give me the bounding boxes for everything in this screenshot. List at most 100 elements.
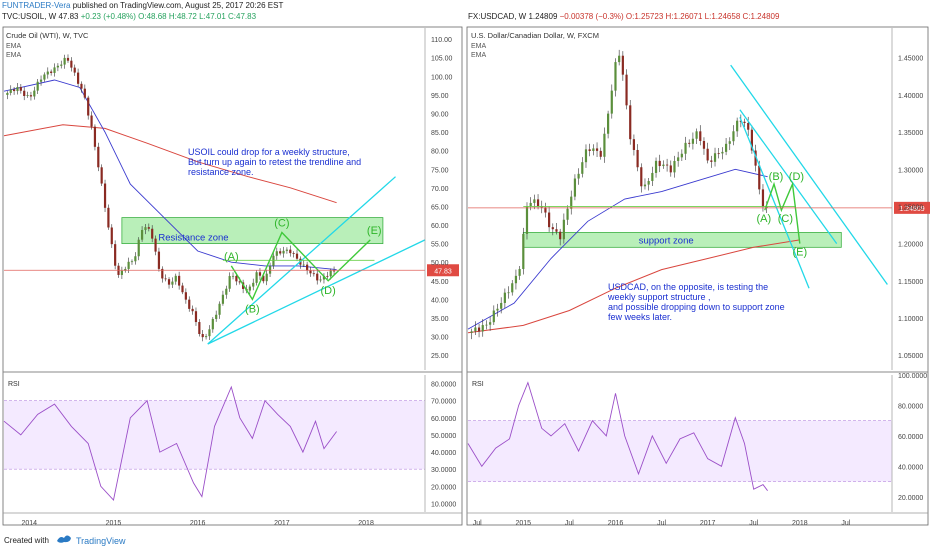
right-candle-body xyxy=(688,142,691,144)
left-candle-body xyxy=(322,275,326,280)
left-price-tick-label: 40.00 xyxy=(431,297,449,304)
left-candle-body xyxy=(83,88,86,98)
right-candle-body xyxy=(525,206,529,234)
left-rsi-tick-label: 70.0000 xyxy=(431,399,456,406)
tradingview-logo-icon[interactable] xyxy=(56,533,72,545)
right-close: C:1.24809 xyxy=(742,12,780,21)
resistance-zone-label: Resistance zone xyxy=(158,233,228,244)
left-rsi-band xyxy=(4,400,425,470)
left-candle-body xyxy=(208,329,211,337)
right-candle-body xyxy=(551,227,554,230)
right-price-tick-label: 1.35000 xyxy=(898,130,923,137)
left-candle-body xyxy=(46,71,49,75)
right-open: O:1.25723 xyxy=(625,12,664,21)
left-candle-body xyxy=(134,256,137,262)
publish-line: FUNTRADER-Vera published on TradingView.… xyxy=(2,1,283,10)
right-candle-body xyxy=(758,165,761,190)
left-candle-body xyxy=(285,249,289,251)
right-last-price-badge xyxy=(894,201,930,214)
right-candle-body xyxy=(577,173,580,179)
left-wave-label: (B) xyxy=(245,303,260,315)
left-ema-fast-line xyxy=(3,79,337,271)
left-candle-body xyxy=(295,253,299,259)
right-candle-body xyxy=(503,292,506,303)
right-time-tick-label: 2018 xyxy=(792,520,808,527)
right-time-tick-label: 2017 xyxy=(700,520,716,527)
right-candle-body xyxy=(489,322,492,325)
right-time-tick-label: Jul xyxy=(473,520,482,527)
right-price-tick-label: 1.15000 xyxy=(898,279,923,286)
right-symbol-line: FX:USDCAD, W 1.24809 −0.00378 (−0.3%) O:… xyxy=(468,12,779,21)
right-candle-body xyxy=(573,178,577,197)
right-candle-body xyxy=(724,143,728,152)
left-candle-body xyxy=(9,89,12,93)
left-candle-body xyxy=(316,273,319,281)
left-candle-body xyxy=(178,275,181,286)
right-candle-body xyxy=(636,149,639,168)
left-candle-body xyxy=(120,270,123,275)
left-candle-body xyxy=(194,311,198,323)
left-candle-body xyxy=(97,146,100,168)
right-chart-frame xyxy=(466,26,929,526)
left-candle-body xyxy=(275,251,278,256)
right-price-tick-label: 1.45000 xyxy=(898,56,923,63)
left-price-tick-label: 70.00 xyxy=(431,186,449,193)
left-candle-body xyxy=(23,90,26,96)
left-price-tick-label: 95.00 xyxy=(431,93,449,100)
left-ema-slow-line xyxy=(3,124,337,204)
created-with-label: Created with xyxy=(4,536,49,545)
left-rsi-tick-label: 80.0000 xyxy=(431,382,456,389)
left-candle-body xyxy=(292,253,295,254)
left-time-tick-label: 2018 xyxy=(358,520,374,527)
left-candle-body xyxy=(100,167,103,184)
left-candle-body xyxy=(151,228,154,239)
right-candle-body xyxy=(665,164,669,166)
right-candle-body xyxy=(566,208,569,220)
right-candle-body xyxy=(761,189,765,207)
left-price-tick-label: 105.00 xyxy=(431,56,453,63)
right-price-tick-label: 1.40000 xyxy=(898,93,923,100)
left-candle-body xyxy=(332,270,336,272)
right-candle-body xyxy=(647,181,650,185)
left-candle-body xyxy=(26,95,29,96)
tradingview-brand[interactable]: TradingView xyxy=(76,536,126,546)
left-indicator-ema-1: EMA xyxy=(6,43,22,50)
left-last-price-text: 47.83 xyxy=(434,268,452,275)
left-candle-body xyxy=(255,272,258,283)
left-candle-body xyxy=(130,261,134,263)
left-candle-body xyxy=(114,244,117,266)
right-wave-label: (E) xyxy=(792,247,807,259)
left-price-tick-label: 90.00 xyxy=(431,112,449,119)
right-indicator-ema-2: EMA xyxy=(471,52,487,59)
left-candle-body xyxy=(211,318,214,330)
right-candle-body xyxy=(706,148,709,161)
right-symbol: FX:USDCAD, W xyxy=(468,12,527,21)
author-name[interactable]: FUNTRADER-Vera xyxy=(2,1,71,10)
right-indicator-ema-1: EMA xyxy=(471,43,487,50)
left-candle-body xyxy=(39,79,43,82)
left-price-tick-label: 80.00 xyxy=(431,149,449,156)
right-candle-body xyxy=(474,327,477,332)
right-candle-body xyxy=(658,160,661,167)
left-chart-title: Crude Oil (WTI), W, TVC xyxy=(6,31,89,40)
right-rsi-label: RSI xyxy=(472,381,484,388)
right-candle-body xyxy=(485,324,488,326)
right-candle-body xyxy=(559,231,562,240)
right-price-tick-label: 1.30000 xyxy=(898,167,923,174)
right-candle-body xyxy=(680,153,683,158)
right-candle-body xyxy=(599,150,602,157)
right-time-tick-label: Jul xyxy=(565,520,574,527)
left-candle-body xyxy=(289,249,292,254)
left-time-tick-label: 2017 xyxy=(274,520,290,527)
left-annotation-text: USOIL could drop for a weekly structure, xyxy=(188,147,350,157)
left-candle-body xyxy=(93,126,97,147)
right-candle-body xyxy=(533,199,536,203)
right-candle-body xyxy=(651,172,654,182)
left-candle-body xyxy=(127,261,130,269)
left-annotation-text: But turn up again to retest the trendlin… xyxy=(188,157,361,167)
left-symbol-line: TVC:USOIL, W 47.83 +0.23 (+0.48%) O:48.6… xyxy=(2,12,256,21)
left-open: O:48.68 xyxy=(138,12,167,21)
left-candle-body xyxy=(302,264,305,266)
right-time-tick-label: Jul xyxy=(749,520,758,527)
